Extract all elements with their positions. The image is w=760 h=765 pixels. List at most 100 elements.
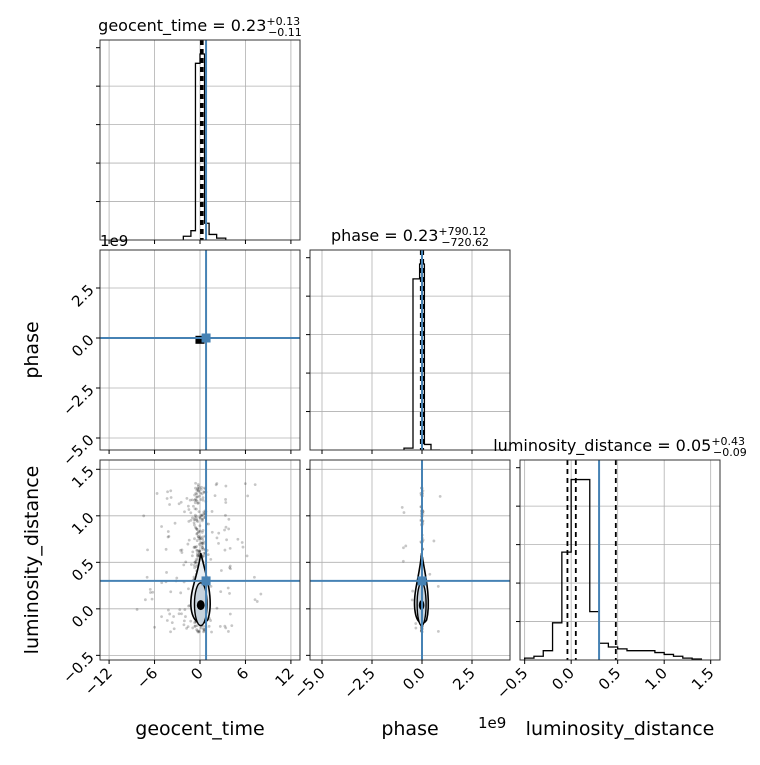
scatter-point [180,548,184,552]
scatter-point [180,551,184,554]
panel-phase-luminosity_distance: −5.0 −2.5 0.0 2.5 [290,459,511,703]
scatter-point [179,500,183,504]
scatter-point [184,615,187,618]
scatter-point [197,549,201,553]
scatter-point [224,525,228,529]
density-peak [196,600,205,611]
scatter-point [196,553,199,557]
scatter-point [153,625,156,629]
scatter-point [201,546,205,549]
scatter-point [410,598,414,602]
scatter-point [215,536,219,540]
x-tick-label: 0 [187,664,206,683]
panel-luminosity_distance-luminosity_distance: −0.5 0.0 0.5 1.0 1.5 luminosity_distance = 0.… [493,435,747,703]
scatter-point [169,489,173,493]
scatter-point [192,518,196,521]
scatter-point [215,482,219,485]
scatter-point [193,507,197,511]
scatter-point [202,512,206,516]
scatter-point [255,600,259,603]
scatter-point [164,547,168,551]
scatter-point [202,510,206,514]
scatter-point [196,487,200,491]
scatter-point [195,628,199,632]
x-tick-label: −0.5 [493,664,531,702]
y-tick-label: −5.0 [59,431,97,469]
scatter-point [253,575,256,579]
scatter-point [187,604,190,608]
scatter-point [196,554,200,557]
scatter-point [201,548,205,551]
scatter-point [259,592,263,596]
scatter-point [187,519,191,523]
scatter-point [160,615,163,619]
y-tick-label: 0.0 [68,602,98,632]
x-tick-label: 0.0 [548,664,578,694]
scatter-point [236,537,240,541]
scatter-point [199,535,202,539]
scatter-point [195,499,199,503]
scatter-point [402,546,405,550]
x-tick-label: 6 [233,664,252,683]
histogram-geocent_time [182,53,227,240]
scatter-point [201,537,205,541]
title-luminosity_distance: luminosity_distance = 0.05+0.43 −0.09 [493,435,747,459]
scatter-point [196,530,200,534]
scatter-point [187,508,191,511]
scatter-point [195,624,199,628]
scatter-point [195,551,199,555]
scatter-point [195,532,199,536]
truth-marker [201,576,211,586]
scatter-point [196,501,200,505]
scatter-point [224,498,227,501]
scatter-point [199,537,203,540]
scatter-point [200,514,204,518]
scatter-point [150,597,154,601]
scatter-point [253,483,257,487]
density-peak [195,335,205,344]
x-tick-label: 0.5 [595,664,625,694]
scatter-point [189,511,193,515]
scatter-point [193,501,197,505]
scatter-point [198,516,202,520]
x-axis-label-luminosity_distance: luminosity_distance [526,718,715,740]
scatter-point [186,625,190,629]
scatter-point [165,571,168,574]
scatter-point [206,553,210,557]
scatter-point [160,525,163,528]
scatter-point [197,489,201,493]
scatter-point [223,548,227,552]
scatter-point [195,527,199,531]
scatter-point [196,557,200,561]
scatter-point [194,526,197,529]
scatter-point [228,592,231,595]
scatter-point [166,530,170,533]
scatter-point [223,624,227,628]
histogram-phase [403,263,440,450]
scatter-point [143,598,147,602]
scatter-point [179,591,183,595]
scatter-point [192,504,195,508]
scatter-point [199,491,203,495]
scatter-point [241,545,245,549]
scatter-point [198,537,202,541]
panel-frame [309,459,511,661]
scatter-point [202,554,206,558]
scatter-point [230,624,234,628]
scatter-point [195,532,199,535]
scatter-point [196,535,200,538]
scatter-point [214,483,218,487]
scatter-point [227,517,231,521]
offset-label-phase-x: 1e9 [478,714,506,732]
scatter-point [202,491,206,494]
truth-marker [201,333,211,343]
scatter-point [197,486,201,490]
scatter-point [400,506,404,509]
scatter-point [228,566,232,570]
y-axis-label-luminosity_distance: luminosity_distance [21,466,43,655]
scatter-point [193,537,196,541]
scatter-point [201,517,205,521]
scatter-point [185,627,189,630]
scatter-point [198,549,202,553]
